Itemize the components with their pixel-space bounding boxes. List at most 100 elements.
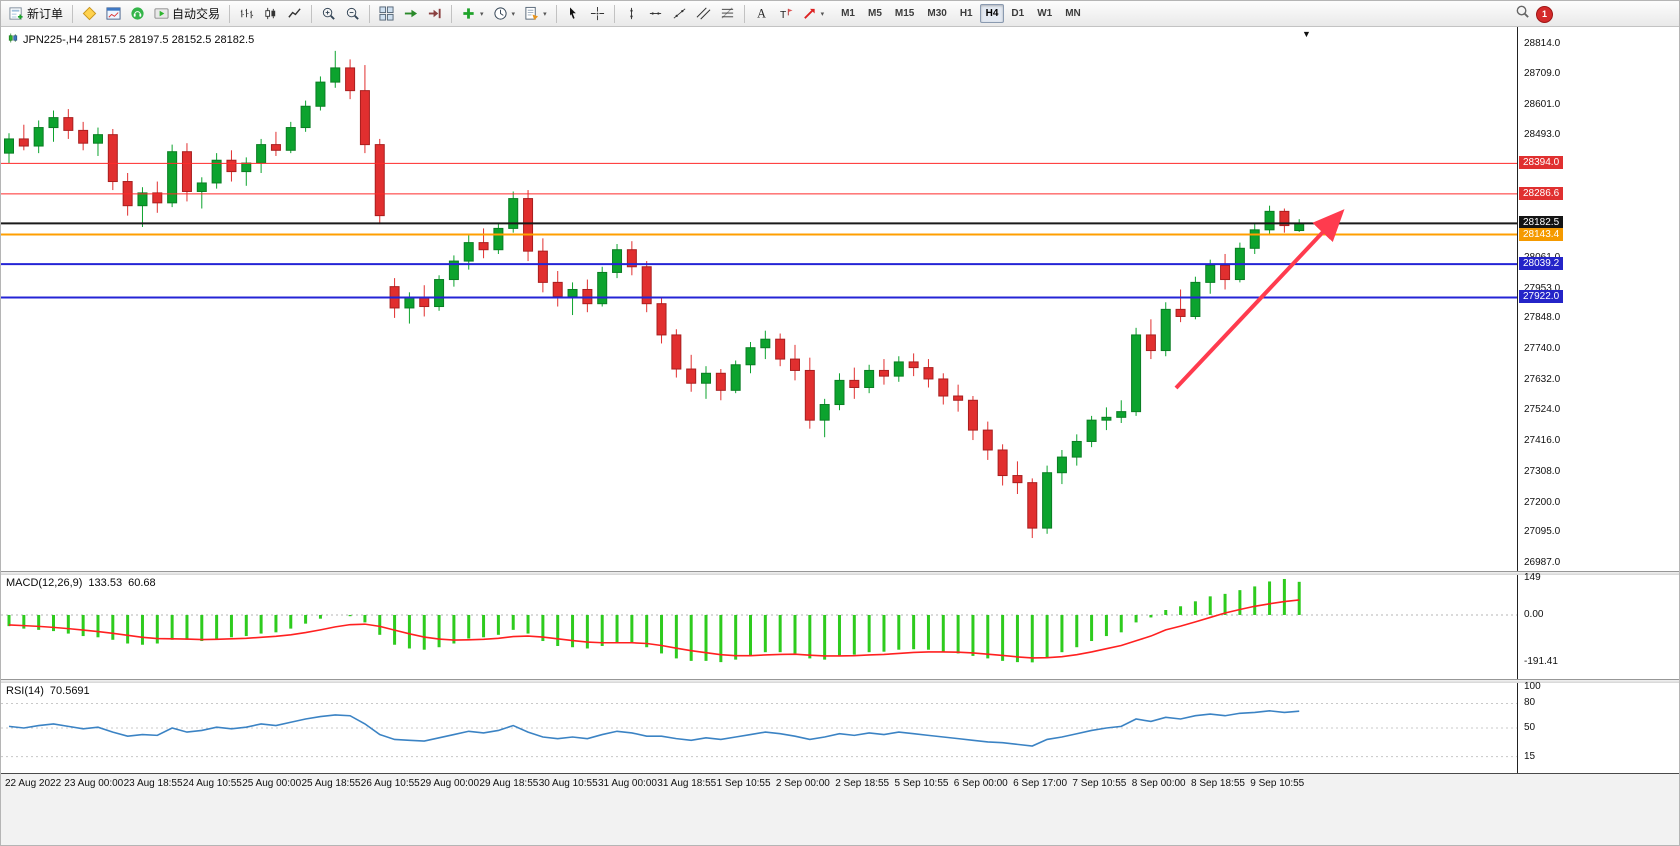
indicators-button[interactable]: ▾: [457, 2, 488, 25]
time-label: 2 Sep 00:00: [775, 778, 830, 789]
tile-windows-button[interactable]: [375, 2, 398, 25]
macd-plot-area[interactable]: [1, 575, 1517, 679]
arrow-object-icon: [802, 6, 817, 21]
time-label: 7 Sep 10:55: [1072, 778, 1127, 789]
chart-shift-button[interactable]: [423, 2, 446, 25]
mql5-diamond-icon: [82, 6, 97, 21]
channel-icon: [696, 6, 711, 21]
zoom-in-button[interactable]: [317, 2, 340, 25]
channel-button[interactable]: [692, 2, 715, 25]
timeframe-button-M15[interactable]: M15: [894, 8, 915, 19]
toolbar-separator: [311, 4, 313, 23]
template-button[interactable]: ▾: [520, 2, 551, 25]
auto-trading-label: 自动交易: [172, 7, 221, 21]
bar-chart-mode-button[interactable]: [235, 2, 258, 25]
crosshair-button[interactable]: [586, 2, 609, 25]
periods-clock-icon: [493, 6, 508, 21]
timeframe-button-MN[interactable]: MN: [1065, 8, 1081, 19]
price-tick: 27953.0: [1524, 282, 1561, 294]
new-order-label: 新订单: [27, 7, 64, 21]
template-icon: [524, 6, 539, 21]
timeframe-button-M30[interactable]: M30: [927, 8, 947, 19]
vertical-line-button[interactable]: [620, 2, 643, 25]
text-icon: A: [754, 6, 769, 21]
toolbar-right-group: 1: [1515, 4, 1553, 24]
timeframe-button-M1[interactable]: M1: [841, 8, 855, 19]
search-icon[interactable]: [1515, 4, 1530, 24]
fibonacci-button[interactable]: [716, 2, 739, 25]
timeframe-button-H4[interactable]: H4: [979, 4, 1005, 23]
autotrading-play-icon: [154, 6, 169, 21]
timeframe-button-W1[interactable]: W1: [1037, 8, 1053, 19]
time-label: 23 Aug 00:00: [64, 778, 124, 789]
new-order-button[interactable]: 新订单: [5, 2, 67, 25]
auto-scroll-button[interactable]: [399, 2, 422, 25]
zoom-out-icon: [345, 6, 360, 21]
timeframe-button-H1[interactable]: H1: [959, 8, 973, 19]
mql5-button[interactable]: [78, 2, 101, 25]
chart-plot-area[interactable]: [1, 27, 1517, 571]
time-label: 23 Aug 18:55: [123, 778, 183, 789]
macd-tick: -191.41: [1524, 656, 1558, 668]
text-button[interactable]: A: [750, 2, 773, 25]
chart-window-button[interactable]: [102, 2, 125, 25]
horizontal-line-icon: [648, 6, 663, 21]
macd-panel: MACD(12,26,9) 133.53 60.68 149 0.00 -191.4…: [1, 572, 1679, 679]
periods-button[interactable]: ▾: [489, 2, 520, 25]
rsi-plot-area[interactable]: [1, 683, 1517, 773]
time-label: 1 Sep 10:55: [716, 778, 771, 789]
timeframe-button-D1[interactable]: D1: [1011, 8, 1025, 19]
time-axis[interactable]: 22 Aug 2022 23 Aug 00:00 23 Aug 18:55 24 Au…: [1, 773, 1679, 793]
time-label: 6 Sep 00:00: [953, 778, 1008, 789]
price-badge: 28394.0: [1519, 156, 1564, 170]
chart-title: JPN225-,H4 28157.5 28197.5 28152.5 28182…: [7, 32, 254, 47]
text-label-button[interactable]: T: [774, 2, 797, 25]
rsi-axis[interactable]: 100 80 50 15: [1517, 681, 1679, 773]
price-badge: 28143.4: [1519, 227, 1564, 241]
time-label: 25 Aug 18:55: [301, 778, 361, 789]
add-indicator-icon: [461, 6, 476, 21]
time-label: 24 Aug 10:55: [182, 778, 242, 789]
notification-badge[interactable]: 1: [1536, 5, 1553, 23]
price-tick: 27308.0: [1524, 465, 1561, 477]
toolbar-separator: [72, 4, 74, 23]
toolbar-separator: [229, 4, 231, 23]
rsi-tick: 100: [1524, 681, 1541, 693]
candlestick-mode-button[interactable]: [259, 2, 282, 25]
time-label: 6 Sep 17:00: [1013, 778, 1068, 789]
price-axis[interactable]: 28814.028709.028601.028493.028385.028277…: [1517, 27, 1679, 571]
crosshair-icon: [590, 6, 605, 21]
main-chart-panel: JPN225-,H4 28157.5 28197.5 28152.5 28182…: [1, 27, 1679, 571]
time-label: 9 Sep 10:55: [1250, 778, 1305, 789]
auto-trading-button[interactable]: 自动交易: [150, 2, 224, 25]
price-tick: 27200.0: [1524, 496, 1561, 508]
headset-icon: [130, 6, 145, 21]
macd-axis[interactable]: 149 0.00 -191.41: [1517, 572, 1679, 679]
sound-button[interactable]: [126, 2, 149, 25]
toolbar-separator: [743, 4, 745, 23]
trendline-button[interactable]: [668, 2, 691, 25]
vertical-line-icon: [624, 6, 639, 21]
macd-signal-value: 60.68: [128, 577, 156, 589]
horizontal-line-button[interactable]: [644, 2, 667, 25]
time-label: 26 Aug 10:55: [360, 778, 420, 789]
zoom-out-button[interactable]: [341, 2, 364, 25]
macd-main-value: 133.53: [88, 577, 123, 589]
line-chart-mode-button[interactable]: [283, 2, 306, 25]
rsi-tick: 15: [1524, 750, 1536, 762]
trendline-icon: [672, 6, 687, 21]
time-label: 31 Aug 18:55: [657, 778, 717, 789]
price-tick: 26987.0: [1524, 557, 1561, 569]
rsi-value: 70.5691: [49, 685, 90, 697]
scroll-anchor-icon[interactable]: ▼: [1302, 29, 1311, 39]
price-tick: 27416.0: [1524, 435, 1561, 447]
rsi-name: RSI(14): [6, 685, 44, 697]
svg-text:T: T: [780, 10, 787, 21]
price-tick: 28814.0: [1524, 38, 1561, 50]
cursor-button[interactable]: [562, 2, 585, 25]
timeframe-button-M5[interactable]: M5: [868, 8, 882, 19]
rsi-label: RSI(14) 70.5691: [6, 685, 90, 697]
chevron-down-icon: ▾: [820, 10, 825, 18]
arrows-object-button[interactable]: ▾: [798, 2, 829, 25]
